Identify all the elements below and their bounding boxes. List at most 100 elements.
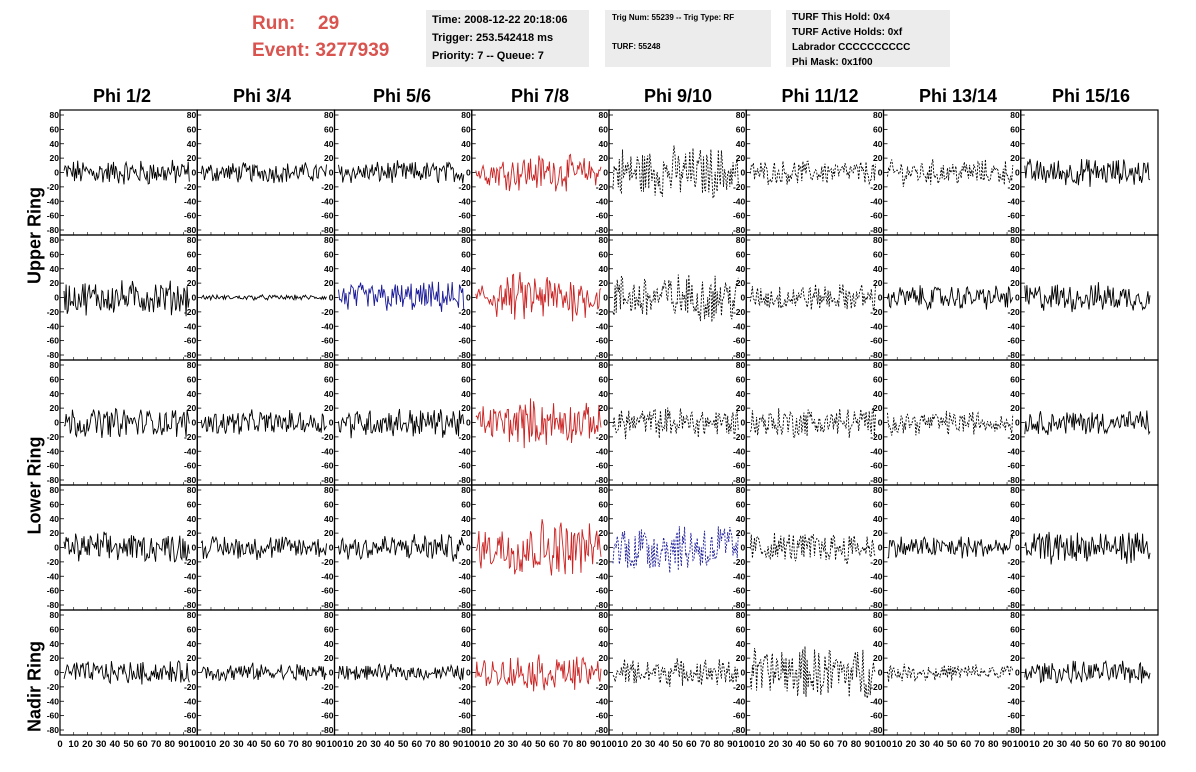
y-tick-label: -80 <box>733 600 746 610</box>
y-tick-label: -20 <box>458 182 471 192</box>
y-tick-label: 80 <box>50 235 60 245</box>
y-tick-label: 0 <box>1015 418 1020 428</box>
y-tick-label: 60 <box>324 249 334 259</box>
y-tick-label: 0 <box>54 668 59 678</box>
y-tick-label: 0 <box>466 293 471 303</box>
y-tick-label: -20 <box>458 432 471 442</box>
x-tick-label: 50 <box>535 739 546 750</box>
y-tick-label: -40 <box>733 196 746 206</box>
y-tick-label: 0 <box>741 543 746 553</box>
waveform-trace <box>338 663 465 682</box>
x-tick-label: 20 <box>82 739 93 750</box>
waveform-trace <box>475 654 602 692</box>
x-tick-label: 100 <box>1150 739 1166 750</box>
y-tick-label: 0 <box>54 168 59 178</box>
y-tick-label: -80 <box>458 475 471 485</box>
y-tick-label: 80 <box>187 235 197 245</box>
y-tick-label: 80 <box>461 360 471 370</box>
y-tick-label: 20 <box>736 278 746 288</box>
y-tick-label: 40 <box>461 264 471 274</box>
y-tick-label: 60 <box>187 499 197 509</box>
y-tick-label: -20 <box>184 557 197 567</box>
x-tick-label: 90 <box>590 739 601 750</box>
y-tick-label: -20 <box>321 307 334 317</box>
y-tick-label: -20 <box>184 432 197 442</box>
y-tick-label: 20 <box>873 653 883 663</box>
y-tick-label: -60 <box>321 336 334 346</box>
x-tick-label: 10 <box>755 739 766 750</box>
y-tick-label: 40 <box>1010 264 1020 274</box>
waveform-trace <box>338 160 465 184</box>
y-tick-label: 40 <box>873 514 883 524</box>
x-tick-label: 80 <box>1125 739 1136 750</box>
y-tick-label: -40 <box>47 446 60 456</box>
y-tick-label: 80 <box>461 110 471 120</box>
y-tick-label: 20 <box>736 153 746 163</box>
y-tick-label: 20 <box>599 528 609 538</box>
y-tick-label: 60 <box>873 249 883 259</box>
y-tick-label: 80 <box>50 110 60 120</box>
y-tick-label: -40 <box>1007 446 1020 456</box>
x-tick-label: 40 <box>384 739 395 750</box>
y-tick-label: -80 <box>596 225 609 235</box>
y-tick-label: -20 <box>1007 557 1020 567</box>
y-tick-label: 80 <box>324 610 334 620</box>
y-tick-label: -60 <box>184 336 197 346</box>
y-tick-label: -60 <box>596 211 609 221</box>
x-tick-label: 70 <box>974 739 985 750</box>
y-tick-label: -80 <box>596 600 609 610</box>
x-tick-label: 60 <box>549 739 560 750</box>
y-tick-label: 40 <box>873 264 883 274</box>
waveform-trace <box>887 663 1014 683</box>
y-tick-label: 60 <box>1010 624 1020 634</box>
x-tick-label: 20 <box>219 739 230 750</box>
y-tick-label: -40 <box>596 571 609 581</box>
y-tick-label: 80 <box>599 485 609 495</box>
y-tick-label: -20 <box>184 307 197 317</box>
labrador-text: Labrador CCCCCCCCCC <box>792 42 911 53</box>
waveform-trace <box>612 274 739 323</box>
y-tick-label: -60 <box>458 336 471 346</box>
x-tick-label: 70 <box>837 739 848 750</box>
y-tick-label: -80 <box>733 725 746 735</box>
y-tick-label: -80 <box>870 600 883 610</box>
y-tick-label: 20 <box>187 653 197 663</box>
y-tick-label: -20 <box>458 307 471 317</box>
y-tick-label: 60 <box>324 124 334 134</box>
y-tick-label: 20 <box>1010 153 1020 163</box>
y-tick-label: 0 <box>603 543 608 553</box>
y-tick-label: -80 <box>458 725 471 735</box>
run-value: 29 <box>318 13 340 34</box>
y-tick-label: -40 <box>733 571 746 581</box>
waveform-trace <box>63 660 190 685</box>
x-tick-label: 70 <box>700 739 711 750</box>
y-tick-label: -80 <box>321 350 334 360</box>
y-tick-label: 80 <box>599 610 609 620</box>
y-tick-label: -20 <box>321 557 334 567</box>
y-tick-label: 40 <box>461 639 471 649</box>
y-tick-label: -80 <box>47 725 60 735</box>
x-tick-label: 40 <box>521 739 532 750</box>
y-tick-label: 80 <box>736 110 746 120</box>
y-tick-label: 60 <box>187 624 197 634</box>
x-tick-label: 10 <box>206 739 217 750</box>
y-tick-label: -40 <box>321 696 334 706</box>
y-tick-label: 0 <box>741 418 746 428</box>
y-tick-label: -40 <box>596 696 609 706</box>
y-tick-label: 40 <box>736 389 746 399</box>
x-tick-label: 10 <box>617 739 628 750</box>
y-tick-label: -40 <box>47 696 60 706</box>
waveform-trace <box>749 646 876 699</box>
x-tick-label: 40 <box>659 739 670 750</box>
y-tick-label: -60 <box>458 711 471 721</box>
x-tick-label: 80 <box>165 739 176 750</box>
y-tick-label: 20 <box>1010 278 1020 288</box>
x-tick-label: 10 <box>343 739 354 750</box>
waveform-trace <box>749 284 876 311</box>
y-tick-label: 40 <box>599 389 609 399</box>
y-tick-label: 40 <box>1010 639 1020 649</box>
y-tick-label: -60 <box>321 586 334 596</box>
phi-header-7: Phi 13/14 <box>918 86 998 106</box>
y-tick-label: 60 <box>1010 499 1020 509</box>
y-tick-label: 40 <box>873 639 883 649</box>
